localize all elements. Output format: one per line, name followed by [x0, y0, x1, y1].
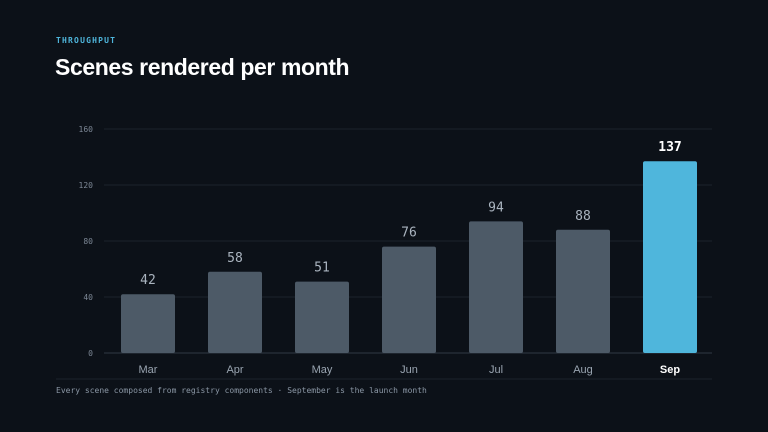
x-tick-label-sep: Sep — [660, 364, 680, 376]
y-axis-ticks: 0 40 80 120 160 — [79, 125, 94, 358]
chart-title: Scenes rendered per month — [55, 54, 350, 80]
x-tick-label-aug: Aug — [573, 364, 593, 376]
chart-footnote: Every scene composed from registry compo… — [56, 386, 427, 395]
bar-jul — [469, 221, 523, 353]
data-label-may: 51 — [314, 261, 330, 276]
x-tick-label-apr: Apr — [226, 364, 243, 376]
y-tick-label: 80 — [83, 237, 93, 246]
data-label-jun: 76 — [401, 226, 417, 241]
bar-apr — [208, 271, 262, 353]
bar-may — [295, 281, 349, 353]
bars — [121, 161, 697, 353]
data-label-aug: 88 — [575, 209, 591, 224]
y-tick-label: 0 — [88, 349, 93, 358]
data-label-jul: 94 — [488, 200, 504, 215]
data-label-mar: 42 — [140, 273, 156, 288]
y-tick-label: 40 — [83, 293, 93, 302]
data-labels: 42 58 51 76 94 88 137 — [140, 140, 682, 288]
data-label-apr: 58 — [227, 251, 243, 266]
x-tick-label-may: May — [312, 364, 333, 376]
bar-aug — [556, 229, 610, 353]
bar-sep — [643, 161, 697, 353]
x-tick-label-jul: Jul — [489, 364, 503, 376]
bar-jun — [382, 246, 436, 353]
data-label-sep: 137 — [658, 140, 681, 155]
x-axis-ticks: Mar Apr May Jun Jul Aug Sep — [139, 364, 681, 376]
y-tick-label: 160 — [79, 125, 94, 134]
x-tick-label-jun: Jun — [400, 364, 418, 376]
bar-mar — [121, 294, 175, 353]
y-tick-label: 120 — [79, 181, 94, 190]
chart-eyebrow: THROUGHPUT — [56, 36, 117, 45]
x-tick-label-mar: Mar — [139, 364, 158, 376]
